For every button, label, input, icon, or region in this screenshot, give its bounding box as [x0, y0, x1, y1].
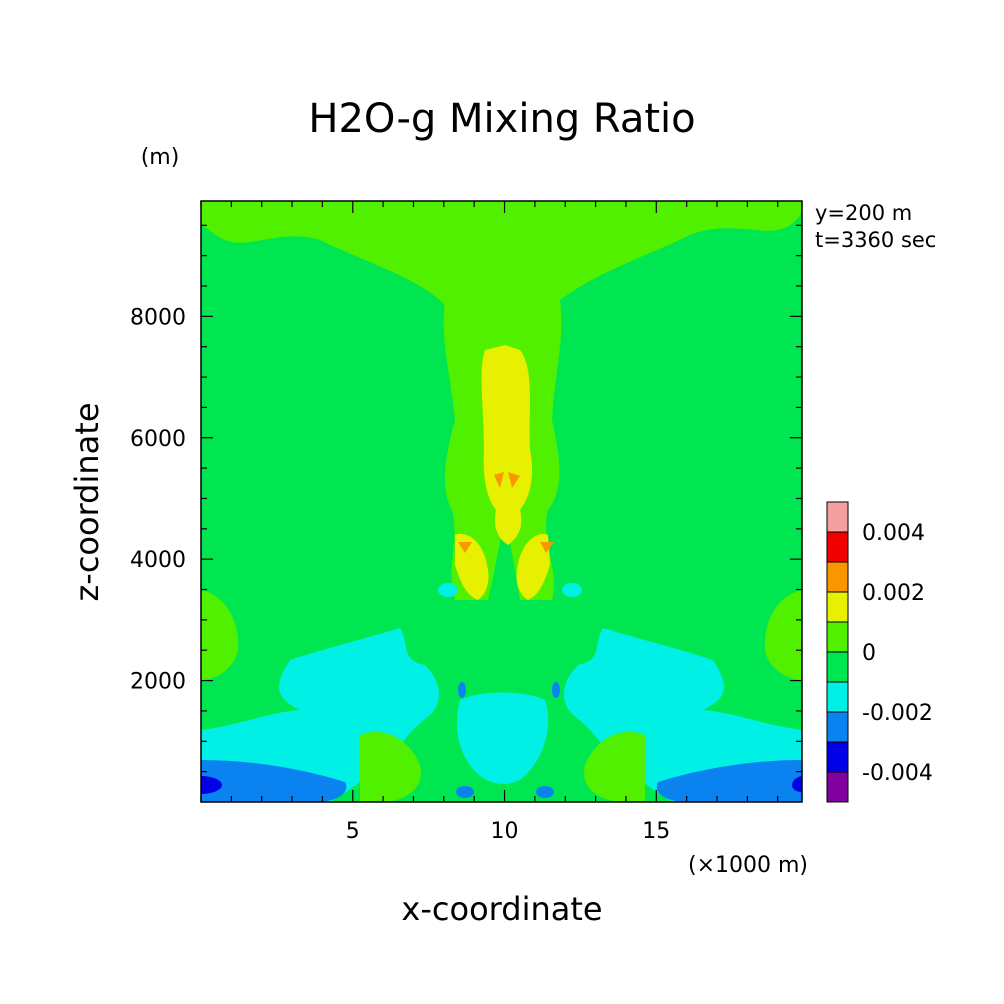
y-axis-title: z-coordinate [68, 402, 106, 601]
contour-minimum-left [201, 776, 222, 794]
contour-field [201, 201, 802, 802]
colorbar-swatch [826, 711, 849, 743]
contour-left-side-lobe [201, 590, 239, 680]
contour-dry-spot-left [438, 583, 458, 597]
contour-low-moist-right [584, 731, 645, 802]
colorbar-swatch [826, 591, 849, 623]
colorbar [826, 501, 849, 803]
y-unit-label: (m) [141, 145, 180, 170]
y-tick-label: 8000 [130, 305, 186, 330]
contour-right-side-lobe [764, 590, 802, 680]
colorbar-swatch [826, 621, 849, 653]
contour-strong-dry-left [201, 760, 347, 802]
contour-blue-spot-a [458, 682, 466, 698]
contour-blue-spot-d [536, 786, 554, 798]
x-tick-label: 15 [642, 819, 670, 844]
colorbar-labels: 0.004 0.002 0 -0.002 -0.004 [862, 521, 933, 786]
y-tick-label: 4000 [130, 548, 186, 573]
annotation-y-position: y=200 m [815, 201, 912, 225]
contour-strong-dry-right [656, 760, 802, 802]
contour-blue-spot-b [552, 682, 560, 698]
colorbar-tick-label: 0.004 [862, 521, 925, 546]
x-axis-title: x-coordinate [401, 890, 602, 928]
colorbar-swatch [826, 561, 849, 593]
colorbar-swatch [826, 771, 849, 803]
colorbar-swatch [826, 651, 849, 683]
contour-plume-core [481, 345, 533, 545]
axis-ticks [200, 201, 802, 802]
contour-blue-spot-c [456, 786, 474, 798]
contour-top-band [201, 201, 802, 309]
colorbar-swatch [826, 681, 849, 713]
colorbar-swatch [826, 741, 849, 773]
colorbar-swatch [826, 531, 849, 563]
colorbar-swatch [826, 501, 849, 533]
axis-tick-labels: 5 10 15 2000 4000 6000 8000 [130, 305, 670, 844]
colorbar-tick-label: 0 [862, 641, 876, 666]
contour-minimum-right [792, 776, 802, 792]
y-tick-label: 6000 [130, 427, 186, 452]
x-tick-label: 10 [491, 819, 519, 844]
chart-title: H2O-g Mixing Ratio [308, 96, 695, 142]
contour-plume-left-lobe [455, 534, 489, 600]
contour-peak-upper-left [494, 472, 504, 488]
y-tick-label: 2000 [130, 670, 186, 695]
contour-dry-spot-right [562, 583, 582, 597]
colorbar-tick-label: -0.002 [862, 701, 933, 726]
annotation-time: t=3360 sec [815, 228, 936, 252]
colorbar-tick-label: 0.002 [862, 581, 925, 606]
contour-low-moist-left [360, 731, 421, 802]
contour-peak-left [458, 542, 472, 553]
plot-frame [200, 200, 803, 803]
x-unit-label: (×1000 m) [688, 853, 808, 878]
x-tick-label: 5 [346, 819, 360, 844]
contour-peak-upper-right [508, 472, 520, 488]
contour-dry-center-low [457, 692, 549, 785]
contour-peak-right [540, 542, 554, 553]
contour-plume-right-lobe [516, 534, 550, 600]
colorbar-tick-label: -0.004 [862, 761, 933, 786]
